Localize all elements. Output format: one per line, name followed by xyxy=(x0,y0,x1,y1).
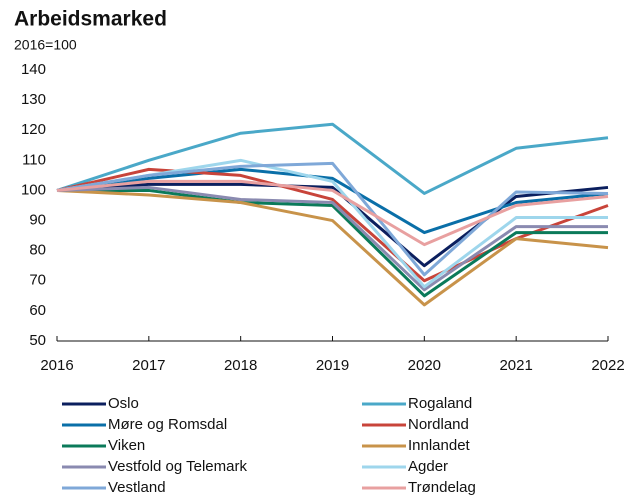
x-tick-label: 2019 xyxy=(316,357,349,374)
series-line xyxy=(56,167,609,235)
legend-label: Vestfold og Telemark xyxy=(108,458,247,475)
legend-label: Oslo xyxy=(108,395,139,412)
legend-label: Vestland xyxy=(108,479,166,495)
legend-label: Trøndelag xyxy=(408,479,476,495)
y-tick-label: 130 xyxy=(21,91,46,108)
y-tick-label: 80 xyxy=(29,242,46,259)
series-line xyxy=(57,188,608,298)
y-tick-label: 120 xyxy=(21,121,46,138)
series-line xyxy=(56,188,609,307)
series-line xyxy=(56,185,608,292)
y-tick-label: 110 xyxy=(22,151,46,168)
legend-label: Nordland xyxy=(408,416,469,433)
y-tick-label: 50 xyxy=(29,332,46,349)
x-tick-label: 2016 xyxy=(40,357,73,374)
x-tick-label: 2018 xyxy=(224,357,257,374)
series-line xyxy=(56,182,609,268)
y-tick-label: 70 xyxy=(29,272,46,289)
x-tick-label: 2021 xyxy=(499,357,532,374)
chart-subtitle: 2016=100 xyxy=(14,37,77,53)
chart-title: Arbeidsmarked xyxy=(14,8,167,31)
legend-label: Rogaland xyxy=(408,395,472,412)
legend-label: Viken xyxy=(108,437,145,454)
y-tick-label: 100 xyxy=(21,181,46,198)
y-tick-label: 90 xyxy=(29,212,46,229)
x-tick-label: 2020 xyxy=(408,357,441,374)
legend-label: Innlandet xyxy=(408,437,471,454)
legend-label: Møre og Romsdal xyxy=(108,416,227,433)
y-tick-label: 140 xyxy=(21,61,46,78)
y-tick-label: 60 xyxy=(29,302,46,319)
x-tick-label: 2017 xyxy=(132,357,165,374)
series-line xyxy=(56,161,609,277)
series-line xyxy=(56,122,609,195)
series-line xyxy=(56,179,609,247)
x-tick-label: 2022 xyxy=(591,357,624,374)
legend-label: Agder xyxy=(408,458,448,475)
